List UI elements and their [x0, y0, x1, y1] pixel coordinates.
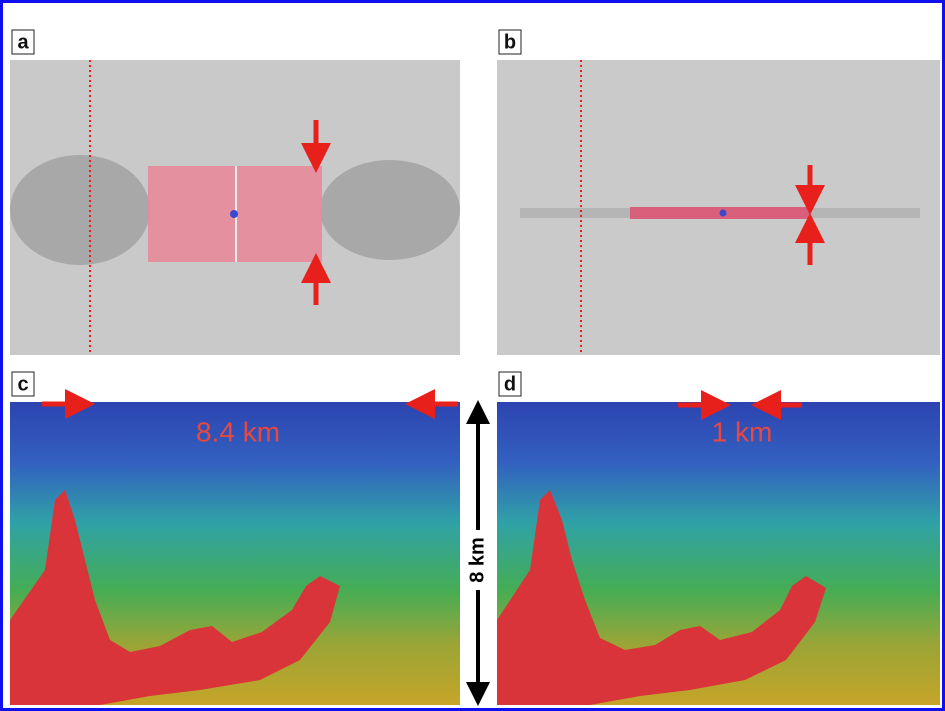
annotation: 8.4 km [196, 416, 280, 447]
texture [10, 155, 150, 265]
panel-label: b [504, 31, 516, 53]
annotation: 1 km [712, 416, 773, 447]
texture [320, 160, 460, 260]
scale-label: 8 km [466, 537, 488, 583]
panel-label: d [504, 373, 516, 395]
source-point [720, 210, 727, 217]
figure: a b 8.4 km c 1 km d 8 km [0, 0, 945, 711]
panel-label: c [17, 373, 28, 395]
panel-label: a [17, 31, 29, 53]
page: a b 8.4 km c 1 km d 8 km (() => { const … [0, 0, 945, 711]
source-point [230, 210, 238, 218]
